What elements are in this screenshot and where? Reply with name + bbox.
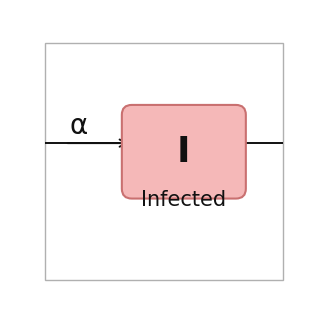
Text: α: α — [69, 112, 88, 140]
FancyBboxPatch shape — [122, 105, 246, 198]
Text: Infected: Infected — [141, 190, 227, 210]
Text: I: I — [177, 135, 191, 169]
